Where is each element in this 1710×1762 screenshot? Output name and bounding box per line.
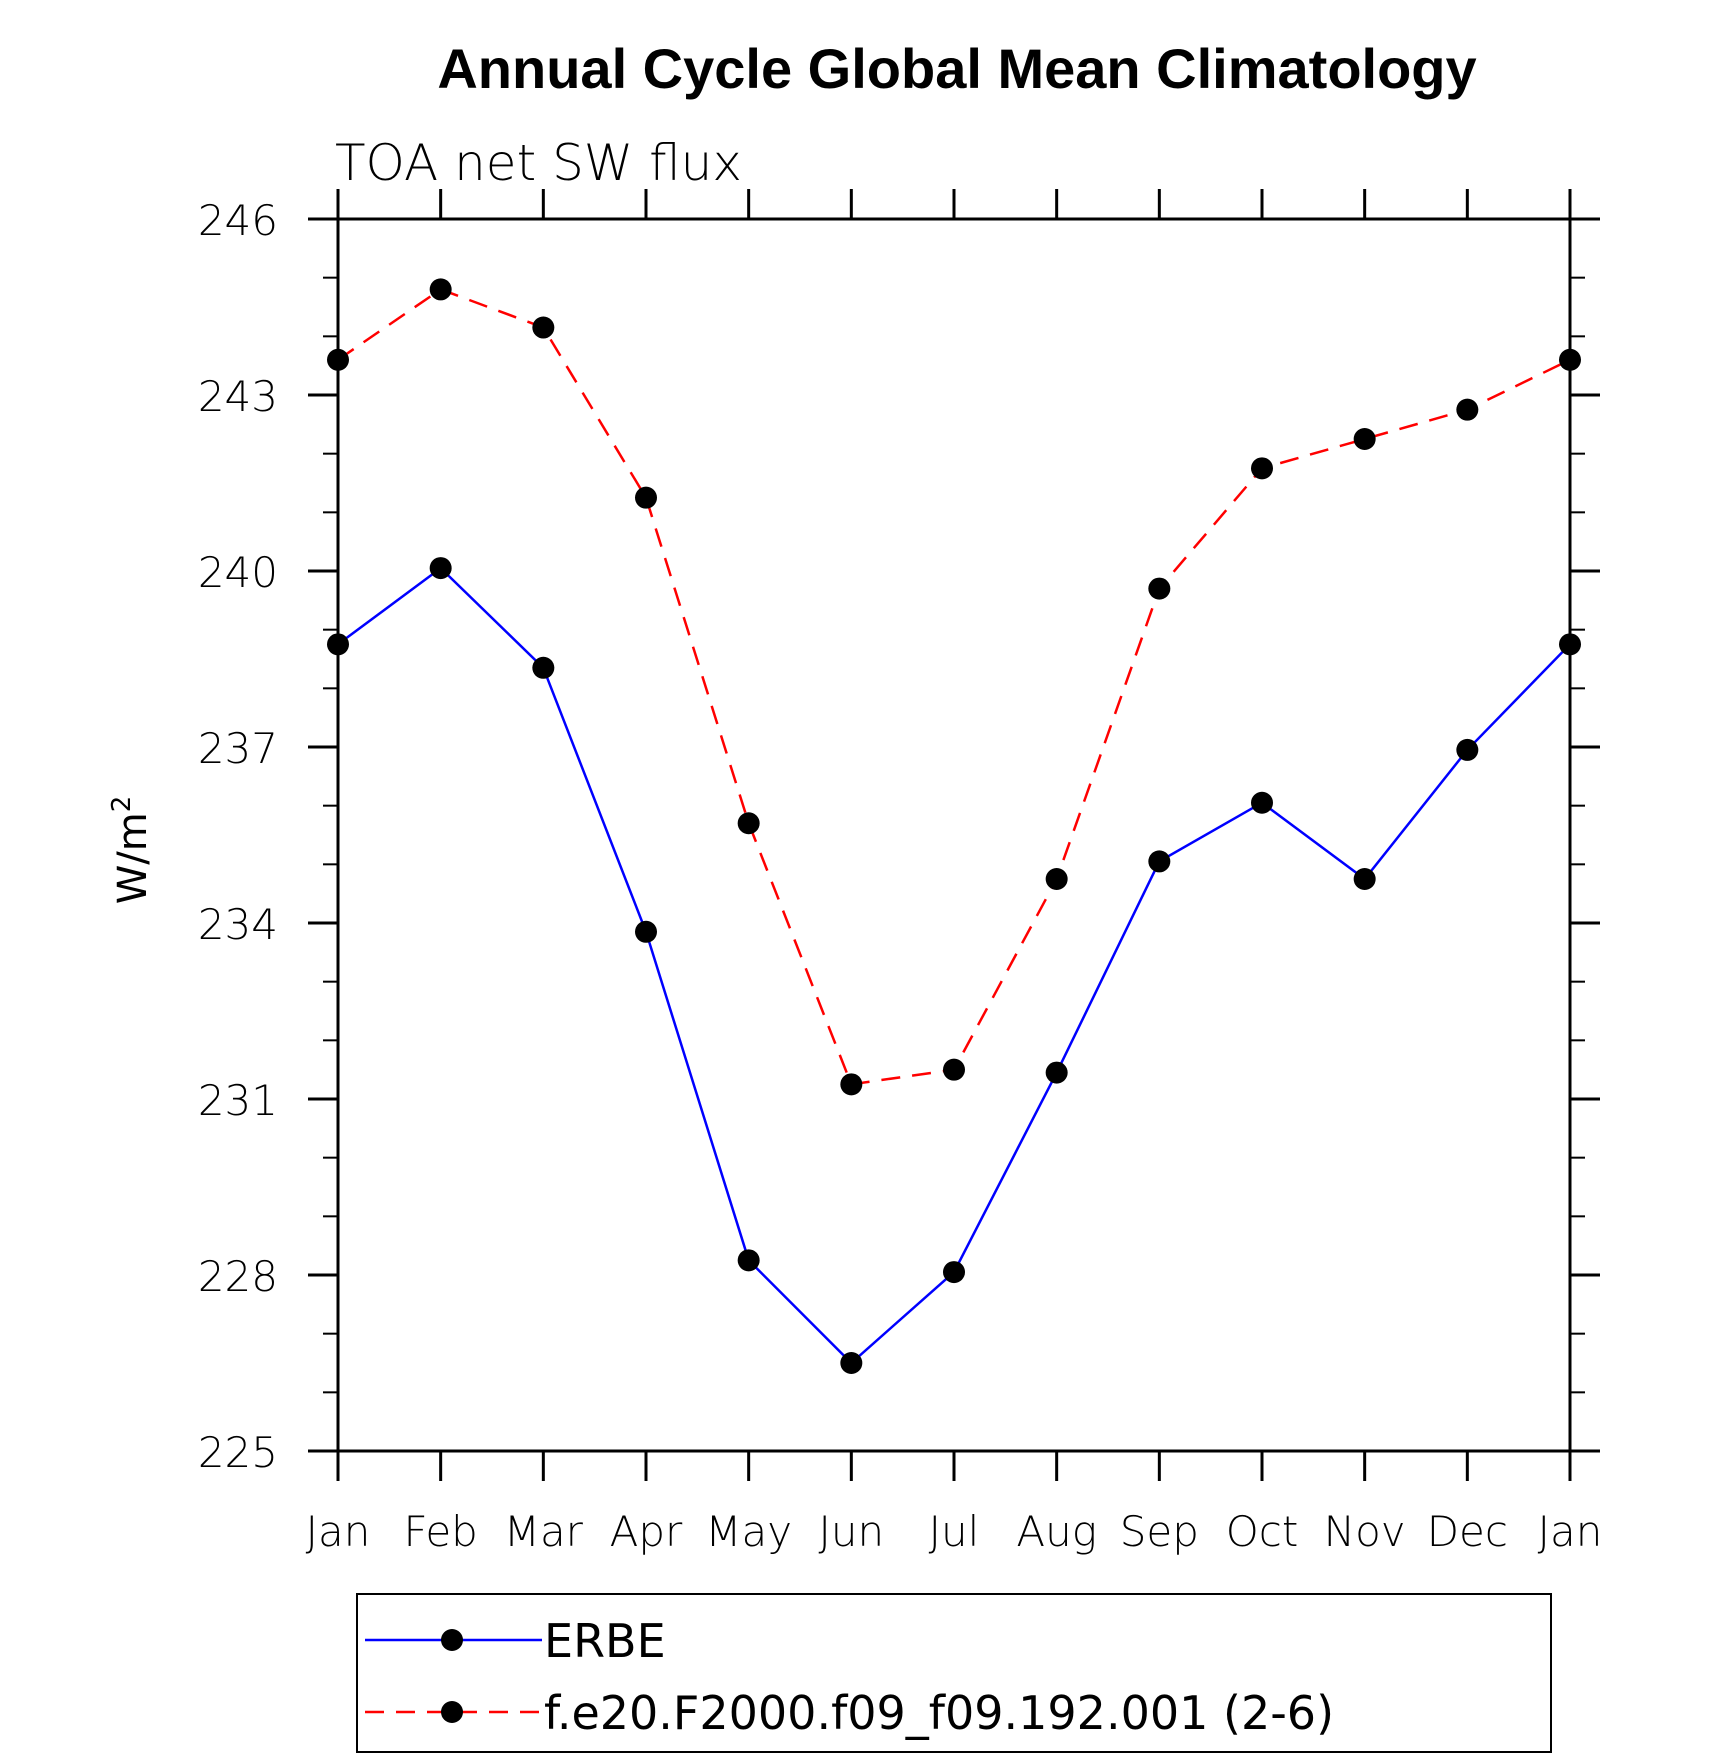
x-tick-label: Jul <box>929 1507 980 1556</box>
data-point-model <box>429 278 452 301</box>
data-point-model <box>532 316 555 339</box>
y-tick-label: 225 <box>198 1428 278 1477</box>
x-tick-label: Apr <box>610 1507 683 1556</box>
data-point-model <box>1251 457 1273 480</box>
data-point-model <box>840 1073 863 1096</box>
data-point-erbe <box>737 1249 760 1272</box>
data-point-model <box>1148 577 1171 600</box>
data-point-model <box>1456 398 1479 421</box>
data-point-model <box>1045 868 1068 890</box>
y-tick-label: 246 <box>198 196 278 245</box>
legend-label-erbe: ERBE <box>544 1614 666 1668</box>
data-point-model <box>635 486 657 509</box>
data-point-erbe <box>1353 868 1376 890</box>
x-tick-label: Nov <box>1324 1507 1406 1556</box>
data-point-erbe <box>1148 850 1171 873</box>
y-axis-label: W/m2 <box>107 796 156 905</box>
y-tick-label: 243 <box>198 372 278 421</box>
x-tick-label: Aug <box>1016 1507 1097 1556</box>
x-tick-label: Jan <box>1538 1507 1603 1556</box>
data-point-erbe <box>1251 791 1273 814</box>
data-point-model <box>943 1058 965 1081</box>
data-point-erbe <box>840 1352 863 1374</box>
data-point-model <box>1559 348 1581 371</box>
y-tick-label: 231 <box>198 1076 278 1125</box>
legend-marker-model <box>441 1701 463 1723</box>
legend-label-model: f.e20.F2000.f09_f09.192.001 (2-6) <box>544 1686 1334 1740</box>
x-tick-label: Feb <box>403 1507 477 1556</box>
series-line-erbe <box>337 566 1571 1365</box>
legend-marker-erbe <box>441 1629 463 1651</box>
y-tick-label: 228 <box>198 1252 278 1301</box>
legend-box <box>356 1593 1552 1753</box>
data-point-model <box>1353 428 1376 450</box>
axis-ticks <box>308 189 1600 1481</box>
y-tick-label: 237 <box>198 724 278 773</box>
x-tick-label: Mar <box>504 1507 584 1556</box>
series-line-model <box>337 288 1571 1086</box>
chart-subtitle: TOA net SW flux <box>335 134 742 192</box>
y-tick-label: 240 <box>198 548 278 597</box>
data-point-erbe <box>1559 633 1581 656</box>
series-layer <box>327 278 1581 1374</box>
x-tick-label: Dec <box>1427 1507 1508 1556</box>
legend: ERBE f.e20.F2000.f09_f09.192.001 (2-6) <box>356 1593 1552 1753</box>
data-point-erbe <box>1045 1061 1068 1084</box>
data-point-erbe <box>532 656 555 679</box>
svg-text:W/m2: W/m2 <box>107 796 156 905</box>
data-point-erbe <box>429 557 452 580</box>
y-tick-label: 234 <box>198 900 278 949</box>
y-axis-label-superscript: 2 <box>107 796 137 813</box>
y-tick-labels: 225 228 231 234 237 240 243 246 <box>198 196 278 1477</box>
data-point-model <box>737 812 760 835</box>
x-tick-label: Oct <box>1226 1507 1299 1556</box>
x-tick-label: Jun <box>819 1507 885 1556</box>
chart-title: Annual Cycle Global Mean Climatology <box>437 37 1476 100</box>
x-tick-label: May <box>705 1507 792 1556</box>
data-point-model <box>327 348 349 371</box>
data-point-erbe <box>943 1261 965 1284</box>
data-point-erbe <box>635 920 657 943</box>
data-point-erbe <box>327 633 349 656</box>
x-tick-label: Sep <box>1120 1507 1199 1556</box>
data-point-erbe <box>1456 738 1479 761</box>
y-axis-label-base: W/m <box>110 812 156 904</box>
x-tick-label: Jan <box>306 1507 371 1556</box>
x-tick-labels: Jan Feb Mar Apr May Jun Jul Aug Sep Oct Nov Dec Jan <box>306 1507 1603 1556</box>
